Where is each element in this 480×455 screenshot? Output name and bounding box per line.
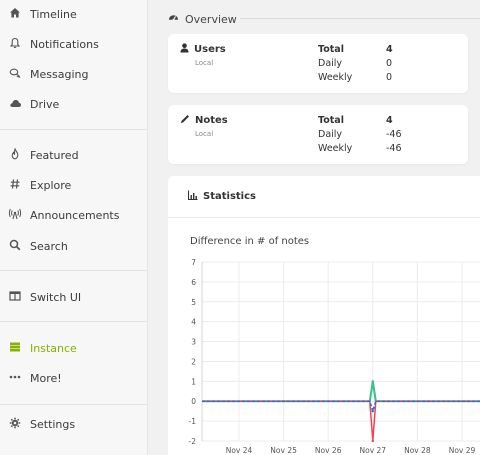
sidebar: Timeline Notifications Messaging Drive F… (0, 0, 148, 455)
sidebar-divider (0, 321, 147, 322)
sidebar-item-messaging[interactable]: Messaging (0, 60, 147, 88)
sidebar-item-label: More! (30, 371, 62, 385)
sidebar-item-settings[interactable]: Settings (0, 410, 147, 438)
sidebar-item-more[interactable]: More! (0, 364, 147, 392)
y-tick-label: 2 (191, 357, 196, 366)
notes-card-title: Notes (180, 114, 228, 127)
y-tick-label: -1 (189, 417, 197, 426)
overview-divider (240, 18, 480, 19)
sidebar-item-label: Timeline (30, 7, 77, 21)
notes-daily-label: Daily (318, 129, 343, 140)
series-point (371, 439, 374, 443)
sidebar-item-label: Settings (30, 417, 76, 431)
columns-icon (8, 289, 22, 303)
users-weekly-value: 0 (386, 72, 393, 83)
sidebar-item-label: Explore (30, 178, 72, 192)
x-tick-label: Nov 28 (404, 446, 431, 455)
chart-select[interactable]: Difference in # of notes (190, 236, 310, 247)
sidebar-divider (0, 129, 147, 130)
dashboard-icon (168, 12, 179, 26)
sidebar-item-label: Switch UI (30, 290, 82, 304)
overview-heading: Overview (168, 12, 237, 26)
search-icon (8, 238, 22, 252)
y-tick-label: 7 (191, 258, 196, 267)
users-total-label: Total (318, 44, 344, 55)
sidebar-divider (0, 270, 147, 271)
bell-icon (8, 36, 22, 50)
series-point (371, 409, 374, 413)
notes-total-label: Total (318, 115, 344, 126)
users-daily-label: Daily (318, 58, 343, 69)
broadcast-icon (8, 207, 22, 221)
chart-icon (187, 190, 198, 203)
notes-diff-chart: 7 6 5 4 3 2 1 0 -1 -2 Nov 24 Nov 25 Nov 26 Nov 27 Nov … (189, 258, 480, 455)
y-tick-label: 4 (191, 318, 196, 327)
y-tick-label: 3 (191, 338, 196, 347)
cog-icon (8, 416, 22, 430)
series-line (202, 400, 480, 414)
sidebar-item-label: Messaging (30, 67, 89, 81)
sidebar-item-featured[interactable]: Featured (0, 141, 147, 169)
hashtag-icon (8, 177, 22, 191)
x-tick-label: Nov 25 (270, 446, 297, 455)
server-icon (8, 340, 22, 354)
home-icon (8, 6, 22, 20)
users-weekly-label: Weekly (318, 72, 353, 83)
ellipsis-icon (8, 370, 22, 384)
notes-card-scope: Local (195, 130, 214, 138)
sidebar-item-explore[interactable]: Explore (0, 171, 147, 199)
notes-total-value: 4 (386, 115, 393, 126)
sidebar-item-instance[interactable]: Instance (0, 334, 147, 362)
users-card: Users Local Total 4 Daily 0 Weekly 0 (168, 34, 468, 93)
notes-daily-value: -46 (386, 129, 402, 140)
statistics-title: Statistics (187, 190, 256, 203)
sidebar-item-label: Notifications (30, 37, 99, 51)
main-content: Overview Users Local Total 4 Daily 0 Wee… (148, 0, 480, 455)
statistics-header: Statistics (168, 176, 480, 218)
sidebar-item-search[interactable]: Search (0, 232, 147, 260)
notes-weekly-value: -46 (386, 143, 402, 154)
notes-weekly-label: Weekly (318, 143, 353, 154)
user-icon (180, 43, 189, 56)
x-tick-label: Nov 29 (449, 446, 476, 455)
sidebar-item-drive[interactable]: Drive (0, 90, 147, 118)
sidebar-item-switch-ui[interactable]: Switch UI (0, 283, 147, 311)
sidebar-item-notifications[interactable]: Notifications (0, 30, 147, 58)
sidebar-item-announcements[interactable]: Announcements (0, 201, 147, 229)
users-card-title: Users (180, 43, 226, 56)
sidebar-item-timeline[interactable]: Timeline (0, 0, 147, 28)
series-point (371, 380, 374, 383)
users-card-scope: Local (195, 59, 214, 67)
x-tick-label: Nov 27 (360, 446, 387, 455)
y-tick-label: 1 (191, 377, 196, 386)
cloud-icon (8, 96, 22, 110)
series-line (202, 381, 480, 403)
users-total-value: 4 (386, 44, 393, 55)
sidebar-item-label: Announcements (30, 208, 120, 222)
sidebar-item-label: Featured (30, 148, 79, 162)
fire-icon (8, 147, 22, 161)
comments-icon (8, 66, 22, 80)
notes-card: Notes Local Total 4 Daily -46 Weekly -46 (168, 105, 468, 164)
overview-title: Overview (185, 12, 237, 26)
y-tick-label: 0 (191, 397, 196, 406)
pencil-icon (180, 114, 190, 127)
y-tick-label: -2 (189, 437, 197, 446)
y-tick-label: 5 (191, 298, 196, 307)
sidebar-item-label: Search (30, 239, 68, 253)
x-tick-label: Nov 24 (226, 446, 253, 455)
statistics-card: Statistics Difference in # of notes 7 6 5 4… (168, 176, 480, 455)
sidebar-divider (0, 404, 147, 405)
sidebar-item-label: Instance (30, 341, 77, 355)
x-tick-label: Nov 26 (315, 446, 342, 455)
users-daily-value: 0 (386, 58, 393, 69)
y-tick-label: 6 (191, 278, 196, 287)
sidebar-item-label: Drive (30, 97, 60, 111)
